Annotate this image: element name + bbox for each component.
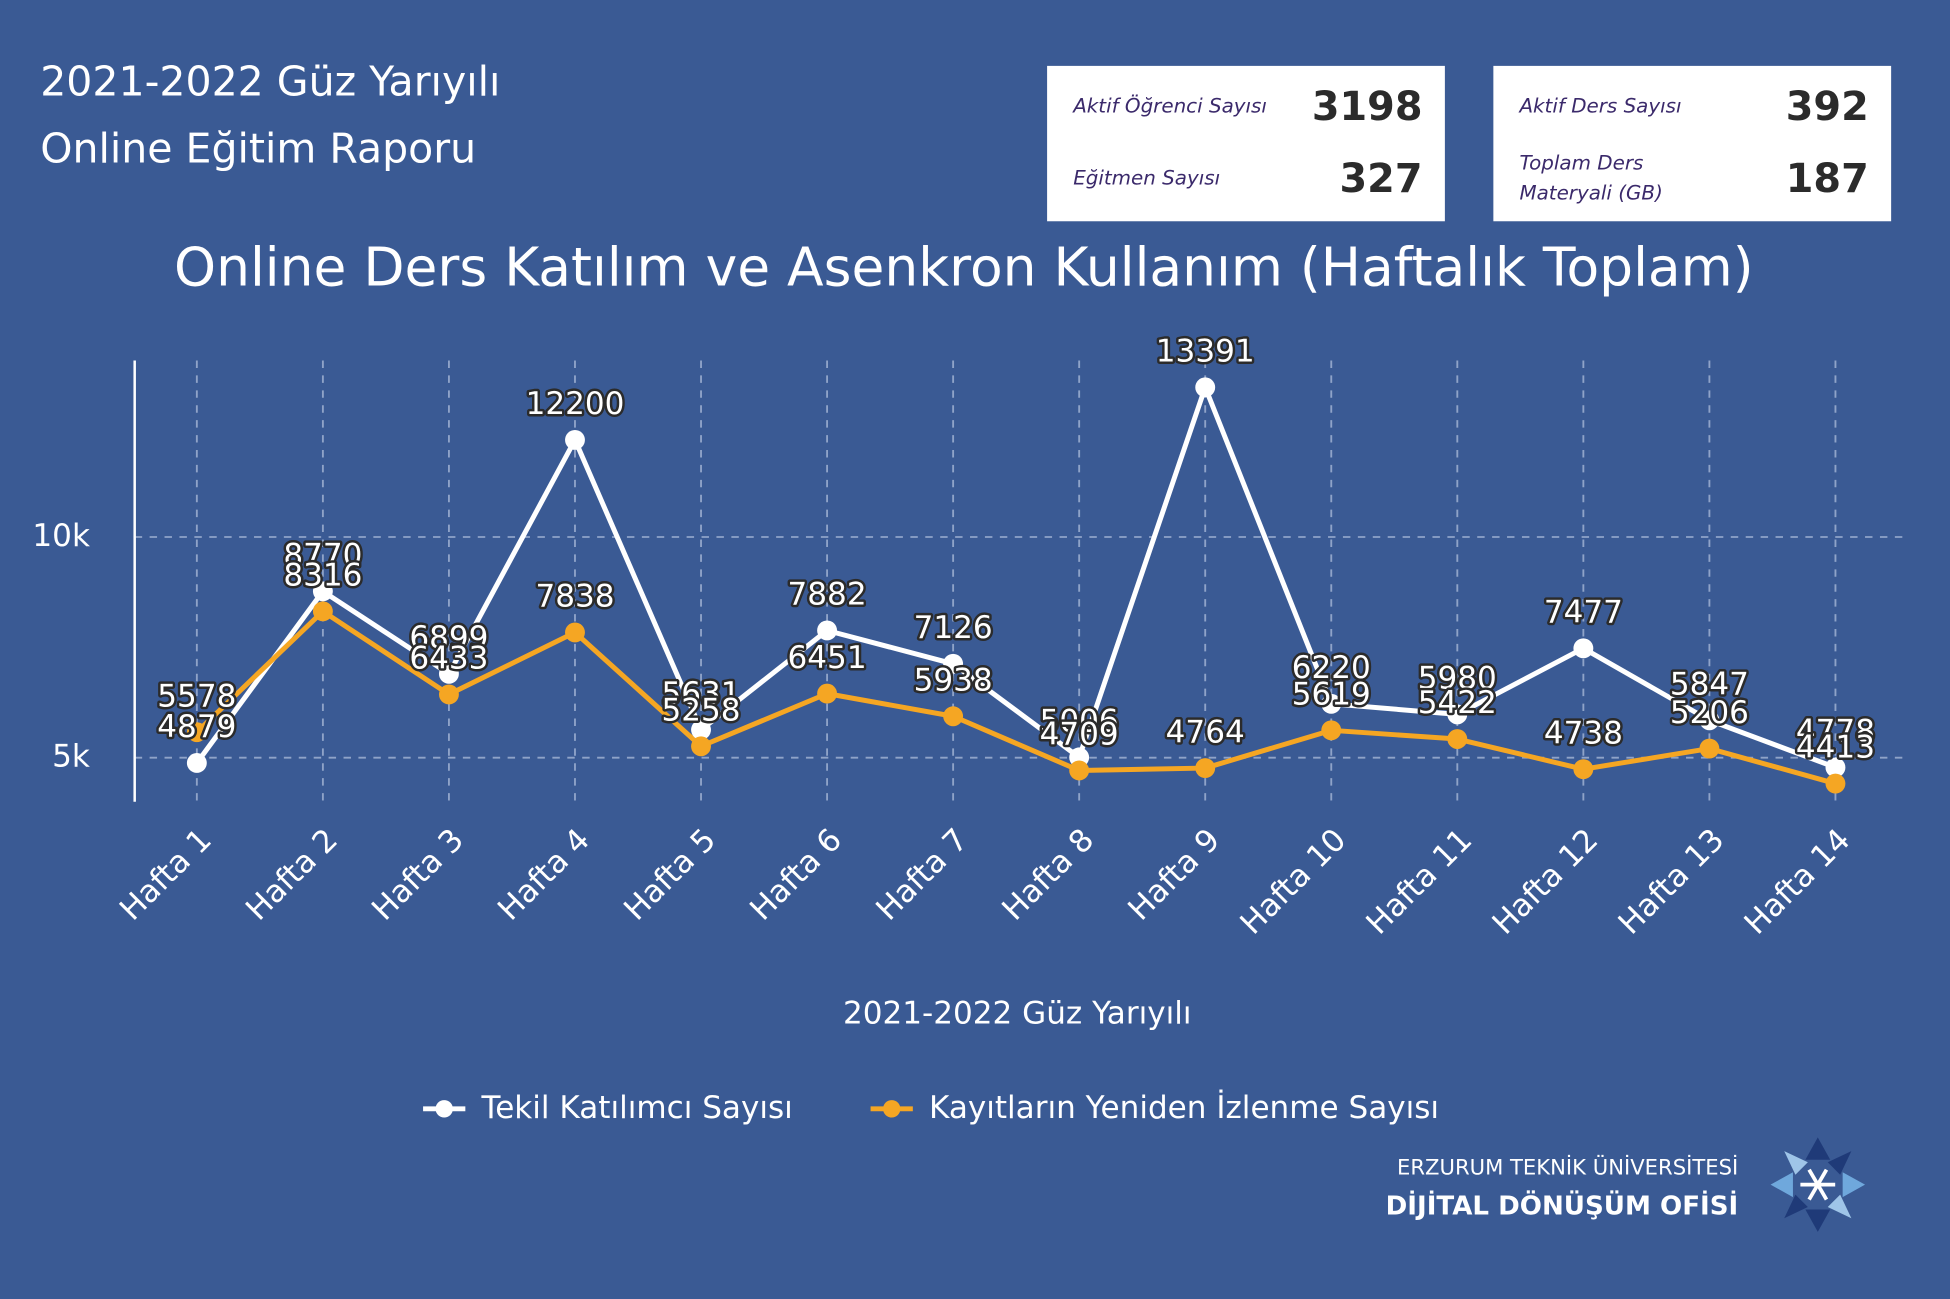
point <box>186 722 207 743</box>
legend-marker <box>883 1100 901 1118</box>
legend-label: Tekil Katılımcı Sayısı <box>481 1090 793 1126</box>
point <box>1321 693 1342 714</box>
data-label: 6433 <box>409 641 488 677</box>
point <box>691 736 711 757</box>
data-label: 5631 <box>661 676 740 712</box>
data-label: 4413 <box>1796 730 1875 766</box>
point <box>817 683 838 704</box>
data-label: 12200 <box>526 386 625 422</box>
point <box>1699 710 1720 731</box>
stat-label: Toplam Ders <box>1519 152 1643 175</box>
point <box>1069 760 1090 781</box>
point <box>565 429 585 450</box>
data-label: 5258 <box>661 692 740 728</box>
y-tick-label: 10k <box>32 518 90 554</box>
point <box>312 601 333 622</box>
data-label: 7126 <box>914 610 993 646</box>
point <box>312 581 333 602</box>
point <box>1321 720 1342 741</box>
data-label: 7838 <box>535 579 614 615</box>
data-label: 6220 <box>1292 650 1371 686</box>
y-tick-label: 5k <box>52 739 90 775</box>
stat-value: 187 <box>1786 156 1869 202</box>
point <box>1825 773 1846 794</box>
data-label: 4709 <box>1040 717 1119 753</box>
stat-label: Eğitmen Sayısı <box>1073 167 1220 190</box>
chart-title: Online Ders Katılım ve Asenkron Kullanım… <box>174 236 1754 299</box>
series-line <box>194 384 1837 770</box>
point <box>817 620 838 641</box>
stat-card <box>1493 65 1892 222</box>
data-label: 5847 <box>1670 666 1749 702</box>
logo <box>1770 1137 1866 1232</box>
point <box>1195 377 1216 398</box>
point <box>1573 759 1594 780</box>
header-subtitle: Online Eğitim Raporu <box>40 125 476 173</box>
stat-value: 327 <box>1339 156 1422 202</box>
data-label: 5938 <box>914 662 993 698</box>
data-label: 5578 <box>157 678 236 714</box>
data-label: 7477 <box>1544 595 1623 631</box>
point <box>565 622 585 643</box>
point <box>1699 738 1720 759</box>
data-label: 4778 <box>1796 714 1875 750</box>
point <box>1573 638 1594 659</box>
point <box>943 706 964 727</box>
point <box>186 753 207 773</box>
data-label: 4738 <box>1544 715 1623 751</box>
stat-card <box>1047 65 1445 222</box>
data-label: 6451 <box>788 640 867 676</box>
stat-label: Aktif Öğrenci Sayısı <box>1071 94 1267 117</box>
legend-label: Kayıtların Yeniden İzlenme Sayısı <box>929 1088 1439 1126</box>
x-axis-label: 2021-2022 Güz Yarıyılı <box>843 995 1192 1031</box>
point <box>1447 704 1468 725</box>
data-label: 5006 <box>1040 704 1119 740</box>
point <box>1195 758 1216 779</box>
point <box>438 663 459 684</box>
data-label: 8770 <box>283 537 362 573</box>
point <box>1447 729 1468 749</box>
point <box>438 684 459 705</box>
data-label: 5422 <box>1418 685 1497 721</box>
header-title: 2021-2022 Güz Yarıyılı <box>40 58 500 106</box>
stat-label: Aktif Ders Sayısı <box>1517 94 1681 117</box>
stat-value: 392 <box>1786 84 1869 130</box>
data-label: 7882 <box>788 577 867 613</box>
data-label: 4764 <box>1166 714 1245 750</box>
org-name: ERZURUM TEKNİK ÜNİVERSİTESİ <box>1397 1154 1738 1179</box>
point <box>943 653 964 674</box>
series-line <box>195 608 1837 786</box>
data-label: 13391 <box>1156 334 1255 370</box>
stat-cards: Aktif Öğrenci Sayısı 3198 Eğitmen Sayısı 32… <box>1047 65 1892 222</box>
data-label: 5206 <box>1670 695 1749 731</box>
unit-name: DİJİTAL DÖNÜŞÜM OFİSİ <box>1386 1189 1739 1222</box>
legend-marker <box>435 1100 453 1118</box>
data-label: 6899 <box>409 620 488 656</box>
stat-label: Materyali (GB) <box>1519 181 1662 204</box>
data-label: 8316 <box>283 558 362 594</box>
point <box>1825 757 1846 778</box>
data-label: 5980 <box>1418 661 1497 697</box>
data-label: 4879 <box>157 709 236 745</box>
data-label: 5619 <box>1292 677 1371 713</box>
point <box>691 719 711 740</box>
legend: Tekil Katılımcı Sayısı Kayıtların Yeniden… <box>423 1088 1439 1126</box>
stat-value: 3198 <box>1312 84 1423 130</box>
